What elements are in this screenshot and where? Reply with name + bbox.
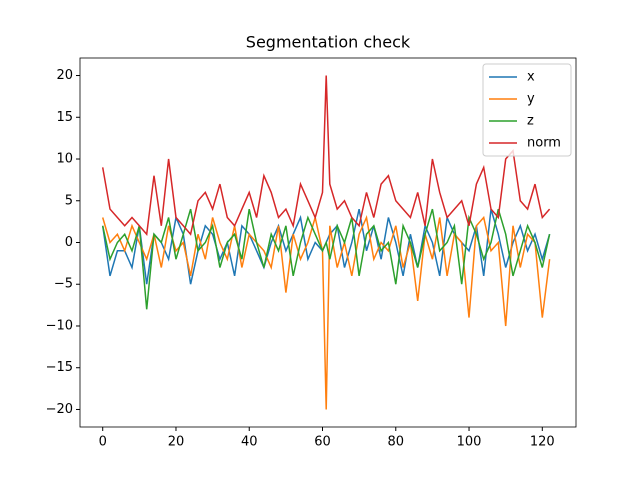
legend-label: x (527, 70, 535, 85)
chart-title: Segmentation check (246, 33, 411, 52)
y-tick-label: −10 (46, 318, 73, 333)
legend-label: z (527, 114, 534, 129)
plot-frame (79, 57, 577, 428)
y-tick-label: −5 (54, 277, 73, 292)
x-tick-label: 20 (168, 435, 185, 450)
x-tick-label: 40 (241, 435, 258, 450)
series-line (101, 214, 551, 410)
x-tick-label: 80 (387, 435, 404, 450)
x-tick-label: 100 (457, 435, 482, 450)
y-tick-label: 20 (56, 68, 73, 83)
legend-box (482, 63, 572, 157)
series-line (101, 75, 551, 236)
x-tick-label: 120 (530, 435, 555, 450)
y-tick-label: 15 (56, 110, 73, 125)
x-tick-label: 0 (99, 435, 107, 450)
legend-label: y (527, 92, 535, 107)
y-tick-label: −15 (46, 360, 73, 375)
y-tick-label: −20 (46, 402, 73, 417)
legend-label: norm (527, 136, 561, 151)
y-tick-label: 10 (56, 152, 73, 167)
series-line (101, 208, 551, 310)
y-tick-label: 0 (65, 235, 73, 250)
x-tick-label: 60 (314, 435, 331, 450)
y-tick-label: 5 (65, 193, 73, 208)
